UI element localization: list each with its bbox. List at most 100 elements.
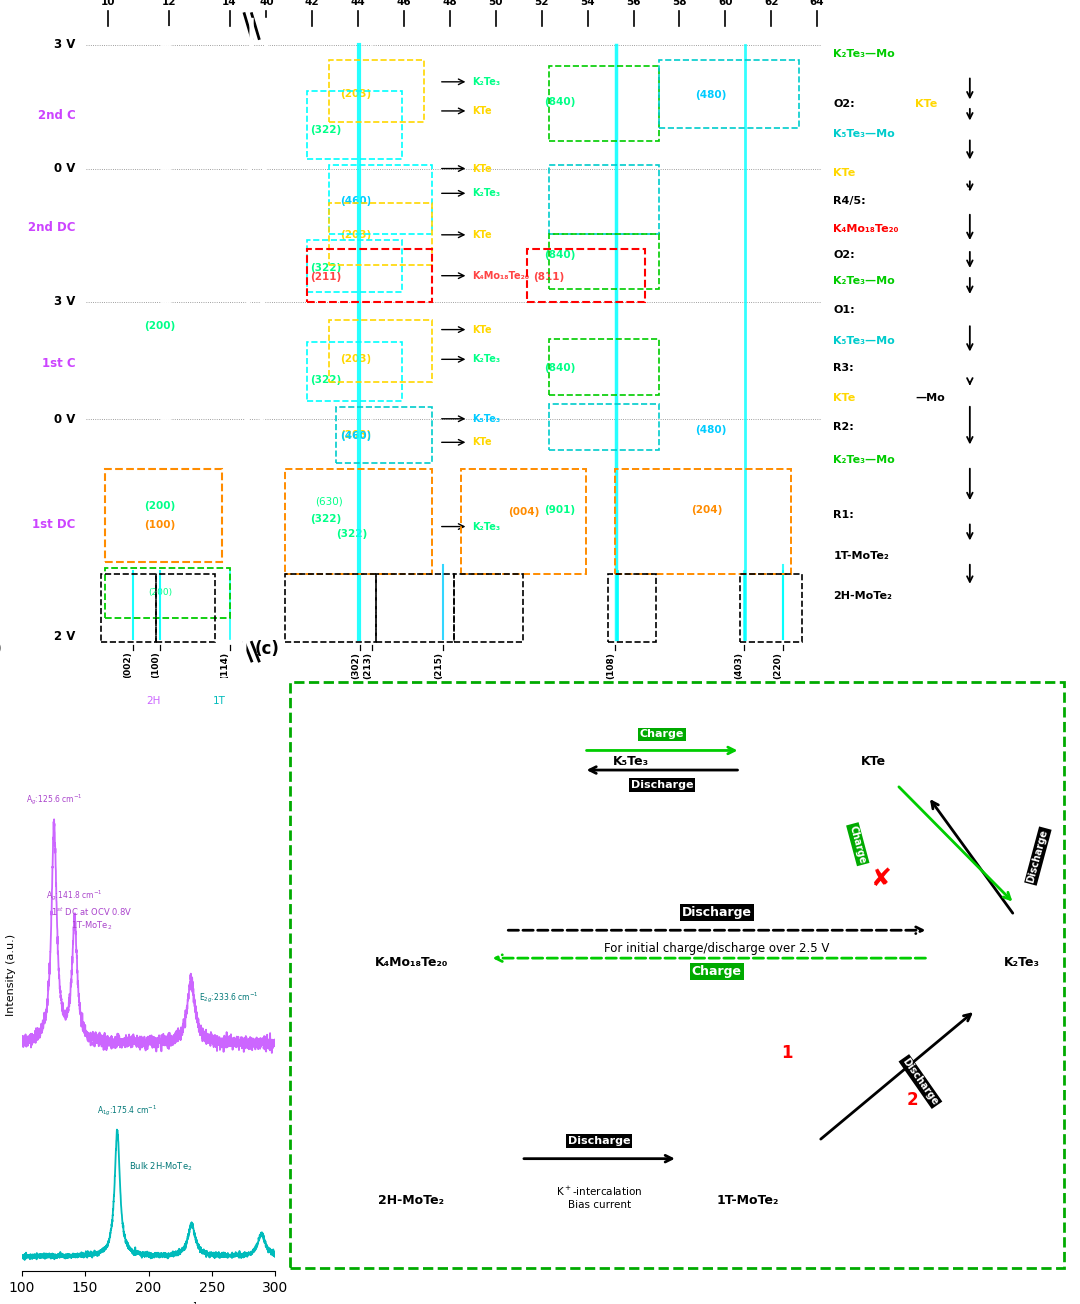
Text: 44: 44	[351, 0, 365, 8]
Text: (480): (480)	[694, 90, 727, 100]
Text: 2nd DC: 2nd DC	[28, 220, 76, 233]
Text: (200): (200)	[145, 322, 175, 331]
Text: (460): (460)	[340, 196, 372, 206]
Bar	[549, 166, 659, 233]
Bar	[105, 469, 222, 562]
Text: 3 V: 3 V	[54, 295, 76, 308]
Text: (200): (200)	[148, 588, 172, 597]
Text: 0 V: 0 V	[54, 162, 76, 175]
Text: O2:: O2:	[834, 99, 855, 108]
Text: O1:: O1:	[834, 305, 855, 314]
Text: —Mo: —Mo	[915, 393, 945, 403]
Text: K$^+$-intercalation
Bias current: K$^+$-intercalation Bias current	[556, 1185, 643, 1210]
Bar	[336, 407, 432, 463]
Text: K₂Te₃: K₂Te₃	[472, 522, 500, 532]
Text: 1st DC: 1st DC	[32, 518, 76, 531]
Text: K₂Te₃—Mo: K₂Te₃—Mo	[834, 455, 895, 464]
Text: (203): (203)	[340, 230, 372, 240]
Text: R3:: R3:	[834, 363, 854, 373]
Text: Discharge: Discharge	[568, 1136, 631, 1146]
Text: 1$^{st}$ DC at OCV 0.8V
1T-MoTe$_2$: 1$^{st}$ DC at OCV 0.8V 1T-MoTe$_2$	[51, 906, 132, 932]
Text: 42: 42	[305, 0, 320, 8]
Text: Bulk 2H-MoTe$_2$: Bulk 2H-MoTe$_2$	[130, 1161, 193, 1174]
Text: R1:: R1:	[834, 510, 854, 520]
Text: Charge: Charge	[692, 965, 742, 978]
Text: (203): (203)	[340, 430, 372, 439]
Text: (840): (840)	[544, 96, 576, 107]
Text: 10: 10	[102, 0, 116, 8]
Text: (901): (901)	[544, 506, 576, 515]
Text: 46: 46	[396, 0, 411, 8]
Text: O2:: O2:	[834, 250, 855, 261]
Bar	[307, 91, 402, 159]
Text: 1T-MoTe₂: 1T-MoTe₂	[345, 606, 401, 617]
Text: 1T-MoTe₂: 1T-MoTe₂	[717, 1193, 780, 1206]
Text: 62: 62	[764, 0, 779, 8]
Text: (114): (114)	[220, 652, 230, 679]
Text: (480): (480)	[694, 425, 727, 436]
Text: K₂Te₃—Mo: K₂Te₃—Mo	[834, 276, 895, 287]
Text: (200): (200)	[145, 501, 175, 511]
Text: (811): (811)	[534, 273, 565, 282]
Text: (322): (322)	[310, 376, 341, 386]
Text: (b): (b)	[0, 640, 3, 659]
Text: R4/5:: R4/5:	[834, 196, 866, 206]
Text: R2:: R2:	[834, 422, 854, 433]
Bar	[616, 469, 792, 574]
Bar	[102, 574, 157, 643]
Text: For initial charge/discharge over 2.5 V: For initial charge/discharge over 2.5 V	[604, 941, 829, 955]
Bar	[461, 469, 585, 574]
Text: 50: 50	[488, 0, 503, 8]
Text: 1st C: 1st C	[42, 357, 76, 370]
Text: 14: 14	[222, 0, 237, 8]
Text: KTe: KTe	[472, 106, 491, 116]
Text: 56: 56	[626, 0, 640, 8]
Bar	[740, 574, 802, 643]
Bar	[454, 574, 524, 643]
Text: K₂Te₃: K₂Te₃	[472, 77, 500, 87]
Bar	[377, 574, 454, 643]
Text: 52: 52	[535, 0, 549, 8]
Text: Charge: Charge	[639, 729, 685, 739]
Bar	[161, 26, 171, 565]
Text: (322): (322)	[310, 262, 341, 273]
Text: (004): (004)	[508, 507, 539, 518]
Text: KTe: KTe	[834, 168, 855, 179]
Text: (215): (215)	[434, 652, 443, 678]
Text: K₅Te₃: K₅Te₃	[612, 755, 649, 768]
Text: 1T-MoTe₂: 1T-MoTe₂	[834, 550, 889, 561]
Text: (100): (100)	[151, 652, 160, 678]
Bar	[105, 569, 230, 618]
Text: (322): (322)	[310, 124, 341, 134]
Bar	[659, 60, 799, 128]
Text: Discharge: Discharge	[1026, 828, 1050, 884]
Text: E$_{2g}$:233.6 cm$^{-1}$: E$_{2g}$:233.6 cm$^{-1}$	[200, 990, 259, 1004]
Text: 54: 54	[580, 0, 595, 8]
Bar	[157, 574, 215, 643]
Text: K₂Te₃: K₂Te₃	[1004, 956, 1040, 969]
Text: 2: 2	[907, 1091, 918, 1110]
Text: K₂Te₃: K₂Te₃	[472, 188, 500, 198]
Text: K₄Mo₁₈Te₂₀: K₄Mo₁₈Te₂₀	[834, 224, 899, 235]
Text: 0 V: 0 V	[54, 413, 76, 426]
X-axis label: Raman shift (cm$^{-1}$): Raman shift (cm$^{-1}$)	[94, 1300, 203, 1304]
Text: 40: 40	[259, 0, 273, 8]
Text: (630): (630)	[315, 497, 342, 507]
Text: (204): (204)	[691, 506, 723, 515]
Text: (211): (211)	[310, 273, 341, 282]
Text: 58: 58	[672, 0, 687, 8]
Bar	[549, 404, 659, 450]
Text: K₂Te₃: K₂Te₃	[472, 355, 500, 364]
Text: K₅Te₃: K₅Te₃	[472, 413, 500, 424]
Text: 2nd C: 2nd C	[38, 110, 76, 123]
Text: (322): (322)	[336, 529, 367, 539]
Y-axis label: Intensity (a.u.): Intensity (a.u.)	[6, 934, 16, 1016]
Text: K₅Te₃—Mo: K₅Te₃—Mo	[834, 129, 895, 140]
Bar	[549, 233, 659, 289]
Text: 3 V: 3 V	[54, 38, 76, 51]
Text: (302): (302)	[351, 652, 361, 678]
Text: (108): (108)	[606, 652, 616, 678]
Text: A$_g$:125.6 cm$^{-1}$: A$_g$:125.6 cm$^{-1}$	[26, 793, 82, 807]
Text: Discharge: Discharge	[681, 906, 752, 919]
Bar	[328, 60, 424, 123]
